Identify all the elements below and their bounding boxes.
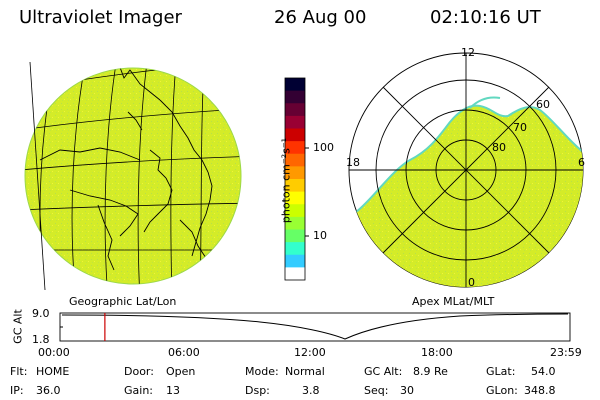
mlt-label-6: 6 [578, 156, 585, 169]
flt-label: Flt: [10, 365, 28, 378]
altitude-xtick-0600: 06:00 [168, 346, 200, 359]
altitude-xtick-1200: 12:00 [294, 346, 326, 359]
colorbar-segment [285, 242, 305, 256]
seq-label: Seq: [364, 384, 389, 397]
geographic-image [24, 61, 242, 291]
polar-panel-label: Apex MLat/MLT [412, 295, 495, 308]
altitude-plot [59, 312, 571, 342]
colorbar [285, 78, 305, 281]
flt-value: HOME [36, 365, 70, 378]
altitude-xtick-2359: 23:59 [550, 346, 582, 359]
ip-label: IP: [10, 384, 24, 397]
coastlines [39, 68, 213, 271]
mode-label: Mode: [245, 365, 279, 378]
colorbar-unit-label: photon cm⁻²s⁻¹ [279, 137, 293, 224]
geo-panel-label: Geographic Lat/Lon [69, 295, 177, 308]
colorbar-segment [285, 204, 305, 218]
colorbar-frame [284, 77, 306, 281]
colorbar-tick-10: 10 [313, 229, 327, 242]
colorbar-segment [285, 229, 305, 243]
gcalt-value: 8.9 Re [413, 365, 448, 378]
mlt-label-18: 18 [346, 156, 360, 169]
time-label: 02:10:16 UT [430, 7, 541, 28]
polar-image [348, 52, 584, 288]
instrument-title: Ultraviolet Imager [19, 7, 182, 28]
dsp-label: Dsp: [245, 384, 270, 397]
seq-value: 30 [400, 384, 414, 397]
gcalt-label: GC Alt: [364, 365, 403, 378]
colorbar-tick-100: 100 [313, 141, 334, 154]
colorbar-segment [285, 103, 305, 117]
colorbar-segment [285, 191, 305, 205]
altitude-ytick-min: 1.8 [32, 333, 50, 346]
colorbar-segment [285, 254, 305, 268]
colorbar-segment [285, 153, 305, 167]
colorbar-segment [285, 78, 305, 92]
altitude-ylabel: GC Alt [11, 309, 25, 344]
glon-value: 348.8 [524, 384, 556, 397]
altitude-ytick-max: 9.0 [32, 307, 50, 320]
gain-value: 13 [166, 384, 180, 397]
colorbar-segment [285, 141, 305, 155]
colorbar-segment [285, 179, 305, 193]
glat-label: GLat: [486, 365, 516, 378]
altitude-xtick-0000: 00:00 [38, 346, 70, 359]
mlt-label-0: 0 [468, 276, 475, 289]
door-label: Door: [124, 365, 154, 378]
colorbar-segment [285, 216, 305, 230]
altitude-xtick-1800: 18:00 [421, 346, 453, 359]
dsp-value: 3.8 [302, 384, 320, 397]
colorbar-segment [285, 115, 305, 129]
glon-label: GLon: [486, 384, 518, 397]
mlat-label-60: 60 [536, 98, 550, 111]
date-label: 26 Aug 00 [274, 7, 367, 28]
glat-value: 54.0 [531, 365, 556, 378]
mlat-label-70: 70 [513, 121, 527, 134]
colorbar-segment [285, 90, 305, 104]
colorbar-segment [285, 128, 305, 142]
gain-label: Gain: [124, 384, 153, 397]
mode-value: Normal [285, 365, 325, 378]
door-value: Open [166, 365, 196, 378]
polar-grid [349, 53, 583, 287]
mlt-label-12: 12 [461, 46, 475, 59]
mlat-label-80: 80 [492, 141, 506, 154]
colorbar-segment [285, 267, 305, 281]
ip-value: 36.0 [36, 384, 61, 397]
colorbar-segment [285, 166, 305, 180]
